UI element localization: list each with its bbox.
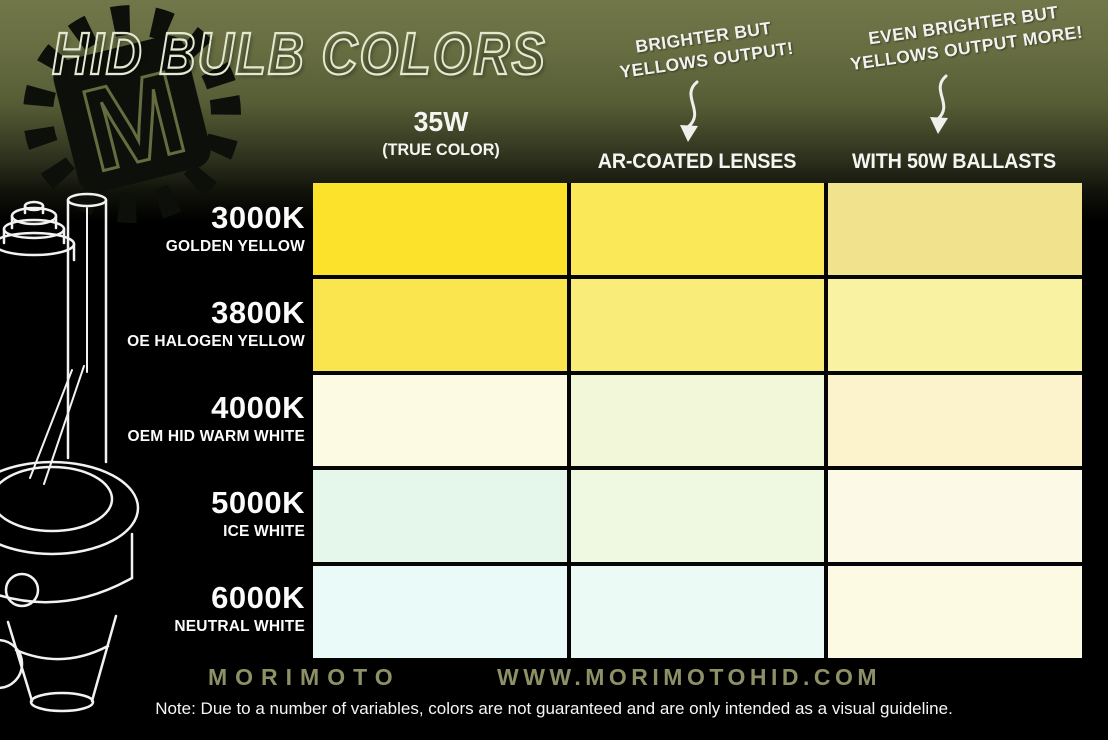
row-color-name: ICE WHITE — [223, 523, 305, 540]
row-label-3800k: 3800K OE HALOGEN YELLOW — [110, 297, 305, 350]
hid-bulb-illustration — [0, 192, 140, 713]
row-kelvin: 4000K — [211, 390, 305, 425]
swatch-5000k-ar-coated — [570, 470, 825, 563]
row-kelvin: 5000K — [211, 485, 305, 520]
swatch-3800k-ar-coated — [570, 278, 825, 371]
row-color-name: GOLDEN YELLOW — [165, 238, 305, 255]
column-header-50w-ballasts: WITH 50W BALLASTS — [851, 150, 1057, 173]
column-header-ar-coated: AR-COATED LENSES — [597, 150, 797, 173]
column-header-label: 35W — [413, 106, 469, 137]
row-label-5000k: 5000K ICE WHITE — [110, 487, 305, 540]
morimoto-gear-logo: M — [23, 5, 241, 223]
swatch-6000k-true-color — [313, 566, 567, 658]
column-header-sublabel: (TRUE COLOR) — [382, 140, 500, 159]
annotation-ar-coated: BRIGHTER BUT YELLOWS OUTPUT! — [598, 12, 812, 86]
website-url: WWW.MORIMOTOHID.COM — [497, 664, 882, 690]
swatch-6000k-ar-coated — [570, 566, 825, 658]
brand-name: MORIMOTO — [208, 664, 401, 690]
page-title: HID BULB COLORS — [51, 20, 547, 89]
swatch-3800k-true-color — [313, 278, 567, 371]
swatch-5000k-50w — [828, 470, 1082, 563]
annotation-50w-ballasts: EVEN BRIGHTER BUT YELLOWS OUTPUT MORE! — [843, 0, 1087, 76]
row-color-name: OE HALOGEN YELLOW — [127, 333, 305, 350]
column-header-35w: 35W (TRUE COLOR) — [313, 106, 569, 160]
arrow-down-icon — [930, 74, 948, 134]
disclaimer-note: Note: Due to a number of variables, colo… — [155, 699, 953, 718]
swatch-4000k-50w — [828, 374, 1082, 467]
row-kelvin: 3000K — [211, 200, 305, 235]
row-color-name: OEM HID WARM WHITE — [127, 428, 305, 445]
swatch-3000k-50w — [828, 183, 1082, 275]
row-label-3000k: 3000K GOLDEN YELLOW — [110, 202, 305, 255]
swatch-5000k-true-color — [313, 470, 567, 563]
swatch-4000k-true-color — [313, 374, 567, 467]
row-kelvin: 3800K — [211, 295, 305, 330]
swatch-3000k-true-color — [313, 183, 567, 275]
row-color-name: NEUTRAL WHITE — [174, 618, 305, 635]
swatch-6000k-50w — [828, 566, 1082, 658]
swatch-3800k-50w — [828, 278, 1082, 371]
swatch-4000k-ar-coated — [570, 374, 825, 467]
row-label-6000k: 6000K NEUTRAL WHITE — [110, 582, 305, 635]
row-label-4000k: 4000K OEM HID WARM WHITE — [110, 392, 305, 445]
swatch-3000k-ar-coated — [570, 183, 825, 275]
color-swatch-grid — [313, 183, 1082, 658]
row-kelvin: 6000K — [211, 580, 305, 615]
arrow-down-icon — [680, 80, 699, 142]
